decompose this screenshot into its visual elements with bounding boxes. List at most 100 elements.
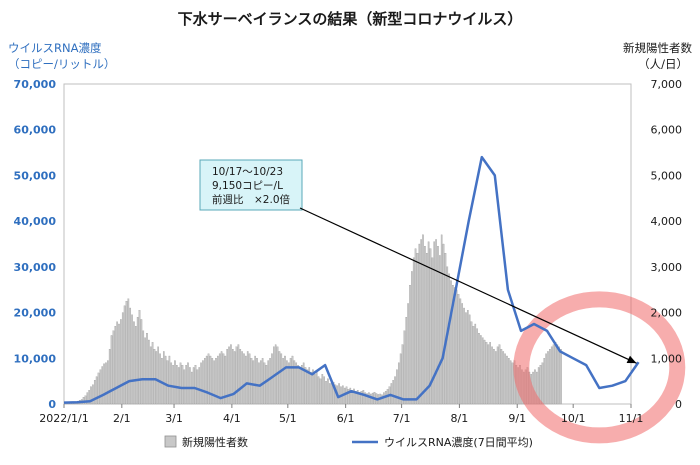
left-axis-unit: （コピー/リットル） xyxy=(8,57,115,71)
case-bar xyxy=(360,391,363,405)
case-bar xyxy=(287,362,290,405)
right-tick-label: 1,000 xyxy=(651,352,683,365)
case-bar xyxy=(453,287,456,405)
case-bar xyxy=(230,344,232,405)
case-bar xyxy=(541,362,544,405)
case-bar xyxy=(155,351,158,405)
case-bar xyxy=(226,349,228,405)
case-bar xyxy=(463,307,465,405)
case-bar xyxy=(427,241,430,405)
case-bar xyxy=(241,351,243,405)
case-bar xyxy=(159,353,161,405)
case-bar xyxy=(494,351,497,405)
case-bar xyxy=(168,355,171,405)
case-bar xyxy=(301,365,303,405)
case-bar xyxy=(284,355,286,405)
legend-line-label: ウイルスRNA濃度(7日間平均) xyxy=(384,435,533,449)
x-tick-label: 9/1 xyxy=(508,412,526,425)
annotation: 10/17～10/23 9,150コピー/L 前週比 ×2.0倍 xyxy=(199,159,637,364)
case-bar xyxy=(461,303,464,405)
case-bar xyxy=(470,321,473,405)
annotation-arrow xyxy=(299,207,637,364)
case-bar xyxy=(353,388,355,405)
right-tick-label: 2,000 xyxy=(651,307,683,320)
case-bar xyxy=(405,317,408,405)
case-bar xyxy=(211,358,214,405)
case-bar xyxy=(286,360,288,405)
case-bar xyxy=(407,303,409,405)
case-bar xyxy=(254,355,256,405)
case-bar xyxy=(127,298,130,405)
left-tick-label: 20,000 xyxy=(14,307,57,320)
case-bar xyxy=(99,369,102,405)
case-bar xyxy=(304,367,307,405)
left-tick-label: 70,000 xyxy=(14,78,57,91)
case-bar xyxy=(135,326,137,405)
case-bar xyxy=(478,333,480,405)
case-bar xyxy=(88,390,90,405)
case-bar xyxy=(246,351,249,405)
case-bar xyxy=(140,319,143,405)
case-bar xyxy=(125,301,128,405)
case-bar xyxy=(483,339,486,405)
case-bar xyxy=(280,353,283,405)
case-bar xyxy=(265,365,268,405)
case-bar xyxy=(550,346,553,405)
case-bar xyxy=(179,362,182,405)
case-bar xyxy=(133,321,135,405)
case-bar xyxy=(457,294,460,405)
case-bar xyxy=(465,312,467,405)
case-bar xyxy=(276,346,279,405)
case-bar xyxy=(508,358,510,405)
case-bar xyxy=(366,393,368,405)
case-bar xyxy=(474,323,477,405)
case-bar xyxy=(489,342,491,405)
case-bar xyxy=(233,351,236,405)
case-bar xyxy=(403,330,406,405)
case-bar xyxy=(509,360,512,405)
case-bar xyxy=(86,392,89,405)
case-bar xyxy=(116,321,118,405)
case-bar xyxy=(319,378,322,405)
case-bar xyxy=(444,253,447,405)
case-bar xyxy=(558,346,560,405)
case-bar xyxy=(245,355,247,405)
case-bar xyxy=(545,353,547,405)
case-bar xyxy=(310,371,312,405)
right-tick-label: 0 xyxy=(675,398,682,411)
right-tick-label: 6,000 xyxy=(651,124,683,137)
case-bar xyxy=(153,349,156,405)
case-bar xyxy=(368,392,370,405)
highlight-ring xyxy=(513,291,686,444)
case-bar xyxy=(129,307,132,405)
left-tick-label: 0 xyxy=(48,398,56,411)
case-bar xyxy=(418,243,421,405)
case-bar xyxy=(381,394,383,405)
case-bar xyxy=(560,349,562,405)
case-bar xyxy=(468,314,471,405)
case-bar xyxy=(437,246,439,405)
case-bar xyxy=(250,358,253,405)
left-tick-label: 50,000 xyxy=(14,169,57,182)
case-bar xyxy=(93,380,96,405)
right-tick-label: 3,000 xyxy=(651,261,683,274)
case-bar xyxy=(198,367,201,405)
case-bar xyxy=(306,369,309,405)
right-axis-label: 新規陽性者数 xyxy=(623,41,692,55)
left-tick-label: 10,000 xyxy=(14,352,57,365)
case-bar xyxy=(289,358,292,405)
case-bar xyxy=(476,328,478,405)
case-bar xyxy=(448,273,450,405)
case-bar xyxy=(338,383,340,405)
case-bar xyxy=(291,355,294,405)
case-bar xyxy=(539,365,542,405)
case-bar xyxy=(504,353,506,405)
x-tick-label: 3/1 xyxy=(165,412,183,425)
x-axis-ticks: 2022/1/1 2/1 3/1 4/1 5/1 6/1 7/1 8/1 9/1 10/1 11/1 xyxy=(39,404,643,425)
case-bar xyxy=(299,367,301,405)
annotation-date-range: 10/17～10/23 xyxy=(212,166,283,178)
case-bar xyxy=(295,362,298,405)
right-tick-label: 7,000 xyxy=(651,78,683,91)
right-tick-label: 4,000 xyxy=(651,215,683,228)
case-bar xyxy=(189,367,191,405)
